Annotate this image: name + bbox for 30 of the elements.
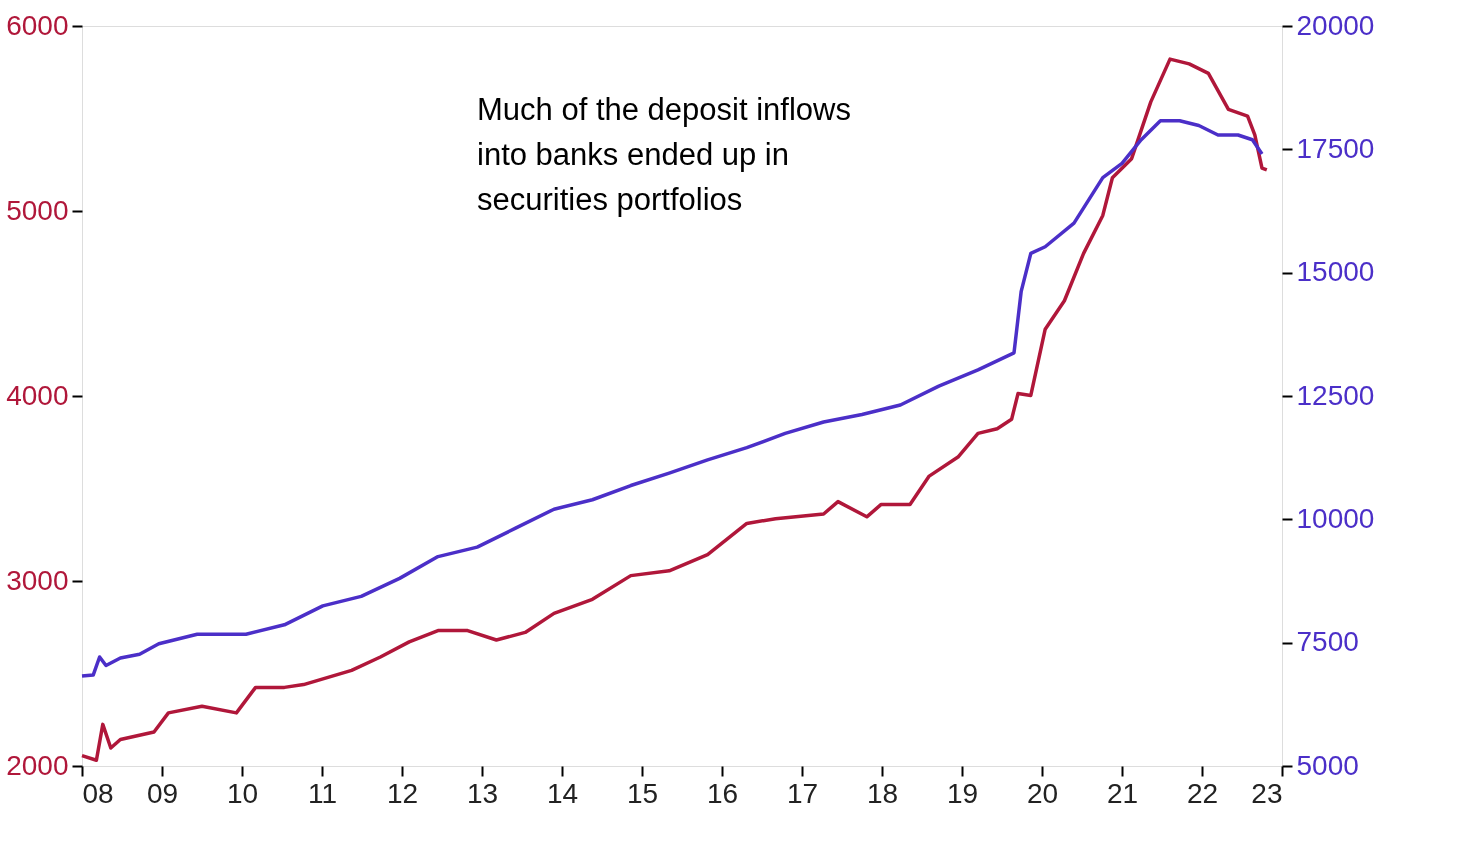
y2-tick-label: 12500 — [1296, 379, 1375, 411]
y-tick-label: 6000 — [6, 9, 69, 41]
y2-tick-label: 17500 — [1296, 132, 1375, 164]
y-tick-label: 2000 — [6, 749, 69, 781]
x-tick-label: 13 — [466, 777, 499, 809]
x-tick-label: 22 — [1186, 777, 1219, 809]
x-tick-label: 17 — [786, 777, 819, 809]
y2-tick-label: 20000 — [1296, 9, 1375, 41]
x-tick-label: 19 — [946, 777, 979, 809]
x-tick-label: 08 — [82, 777, 114, 809]
line-series — [80, 57, 1269, 763]
y2-tick-label: 15000 — [1296, 256, 1375, 288]
x-tick-label: 14 — [546, 777, 579, 809]
x-tick-label: 20 — [1026, 777, 1059, 809]
x-tick-label: 18 — [866, 777, 899, 809]
y2-tick-label: 5000 — [1296, 749, 1359, 781]
x-tick-label: 23 — [1251, 777, 1283, 809]
y2-tick-label: 7500 — [1296, 626, 1359, 658]
annotation: Much of the deposit inflows into banks ended up in securities portfolios — [477, 92, 851, 217]
x-tick-label: 15 — [626, 777, 659, 809]
x-tick-label: 11 — [307, 777, 338, 809]
x-tick-label: 10 — [226, 777, 259, 809]
y2-tick-label: 10000 — [1296, 502, 1375, 534]
x-tick-label: 12 — [386, 777, 419, 809]
x-tick-label: 16 — [706, 777, 739, 809]
y-tick-label: 3000 — [6, 564, 69, 596]
x-tick-label: 21 — [1106, 777, 1139, 809]
x-tick-label: 09 — [146, 777, 179, 809]
y-tick-label: 4000 — [6, 379, 69, 411]
y-tick-label: 5000 — [6, 194, 69, 226]
